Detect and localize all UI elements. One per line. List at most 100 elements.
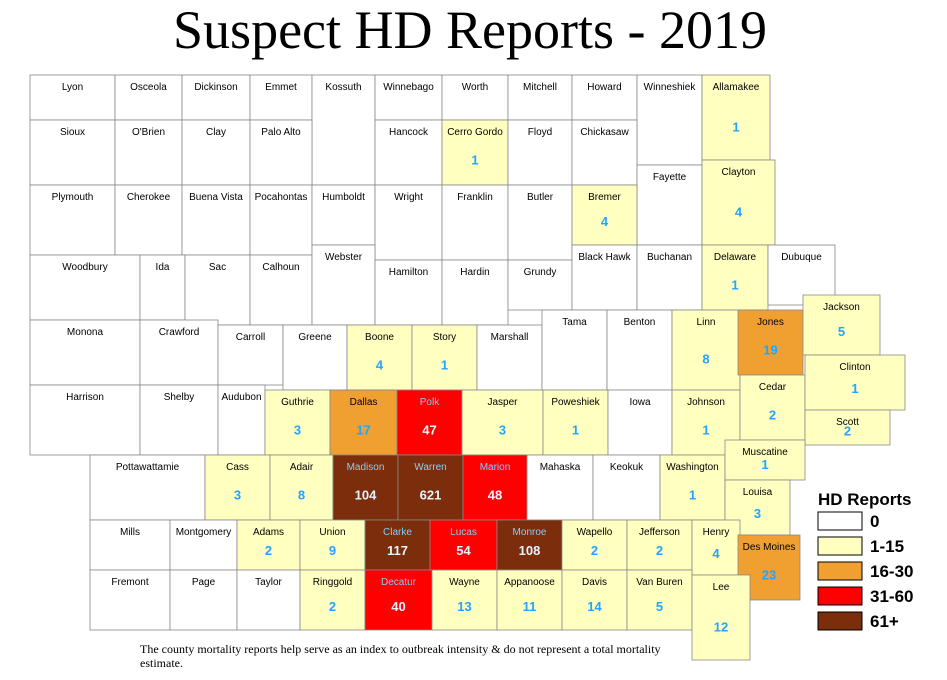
- county-name: Howard: [587, 82, 621, 93]
- county-name: Dickinson: [194, 82, 237, 93]
- county-value: 2: [591, 543, 598, 558]
- county-name: Taylor: [255, 577, 282, 588]
- county: [636, 164, 703, 246]
- county-name: Van Buren: [636, 577, 683, 588]
- county-name: Davis: [582, 577, 607, 588]
- county-name: Pottawattamie: [116, 462, 180, 473]
- county-name: Harrison: [66, 392, 104, 403]
- county-value: 2: [844, 424, 851, 439]
- county-name: Humboldt: [322, 192, 365, 203]
- county: [571, 119, 638, 186]
- county-name: Clayton: [722, 167, 756, 178]
- county: [114, 184, 183, 256]
- county-name: Lucas: [450, 527, 477, 538]
- county-name: Fayette: [653, 172, 687, 183]
- county: [507, 184, 573, 261]
- county-name: Story: [433, 332, 456, 343]
- county: [29, 384, 141, 456]
- county: [29, 119, 116, 186]
- county-name: Black Hawk: [578, 252, 631, 263]
- county-name: Poweshiek: [551, 397, 600, 408]
- county-name: Buchanan: [647, 252, 692, 263]
- county-name: Linn: [697, 317, 716, 328]
- county-name: Louisa: [743, 487, 773, 498]
- county-name: Marshall: [491, 332, 529, 343]
- county-name: Sioux: [60, 127, 85, 138]
- county-name: Henry: [703, 527, 730, 538]
- county: [217, 324, 284, 386]
- county-name: Worth: [462, 82, 489, 93]
- county: [701, 74, 771, 161]
- county-name: Polk: [420, 397, 440, 408]
- county: [496, 519, 563, 571]
- county: [461, 389, 544, 456]
- county-value: 1: [471, 152, 478, 167]
- footnote: The county mortality reports help serve …: [140, 642, 661, 670]
- county: [269, 454, 334, 521]
- legend-swatch: [817, 586, 863, 606]
- county-name: Clarke: [383, 527, 412, 538]
- county: [737, 309, 804, 376]
- county-name: Cedar: [759, 382, 787, 393]
- county: [462, 454, 528, 521]
- county: [329, 389, 398, 456]
- county-name: Decatur: [381, 577, 417, 588]
- county: [659, 454, 726, 521]
- county: [496, 569, 563, 631]
- county-name: Webster: [325, 252, 363, 263]
- county: [29, 74, 116, 121]
- county-name: Hamilton: [389, 267, 428, 278]
- county-value: 48: [488, 487, 502, 502]
- county-name: Ringgold: [313, 577, 352, 588]
- county: [114, 119, 183, 186]
- county-name: Adair: [290, 462, 314, 473]
- county: [606, 309, 673, 391]
- county-name: Greene: [298, 332, 332, 343]
- county-name: Buena Vista: [189, 192, 243, 203]
- county: [311, 74, 376, 186]
- county-value: 4: [376, 357, 384, 372]
- county-name: Marion: [480, 462, 511, 473]
- county: [507, 259, 573, 311]
- county-name: Plymouth: [52, 192, 94, 203]
- county-value: 4: [601, 214, 609, 229]
- county-name: Mills: [120, 527, 140, 538]
- county-name: Mitchell: [523, 82, 557, 93]
- county-name: Allamakee: [713, 82, 760, 93]
- county: [541, 309, 608, 391]
- county-name: Madison: [347, 462, 385, 473]
- county: [249, 184, 313, 256]
- county-name: Winnebago: [383, 82, 434, 93]
- county: [374, 119, 443, 186]
- county: [476, 324, 543, 391]
- county-name: Bremer: [588, 192, 621, 203]
- county-value: 9: [329, 543, 336, 558]
- county-value: 2: [769, 407, 776, 422]
- county-value: 17: [356, 422, 370, 437]
- county: [374, 184, 443, 261]
- county: [299, 519, 366, 571]
- county: [332, 454, 399, 521]
- county: [626, 519, 693, 571]
- county-name: Hardin: [460, 267, 489, 278]
- county-value: 1: [731, 277, 738, 292]
- county: [592, 454, 661, 521]
- county: [374, 74, 443, 121]
- county-name: Washington: [666, 462, 718, 473]
- county-name: Cherokee: [127, 192, 171, 203]
- county-value: 54: [456, 543, 471, 558]
- county-value: 8: [702, 352, 709, 367]
- county-name: Cerro Gordo: [447, 127, 503, 138]
- county-name: Franklin: [457, 192, 493, 203]
- county-name: Wapello: [577, 527, 613, 538]
- county: [441, 259, 509, 326]
- county: [626, 569, 693, 631]
- county-value: 117: [387, 543, 408, 558]
- county-name: Tama: [562, 317, 587, 328]
- county-name: Iowa: [629, 397, 651, 408]
- county-name: Shelby: [164, 392, 195, 403]
- county-name: Benton: [624, 317, 656, 328]
- county-name: Dubuque: [781, 252, 822, 263]
- county-value: 19: [763, 342, 777, 357]
